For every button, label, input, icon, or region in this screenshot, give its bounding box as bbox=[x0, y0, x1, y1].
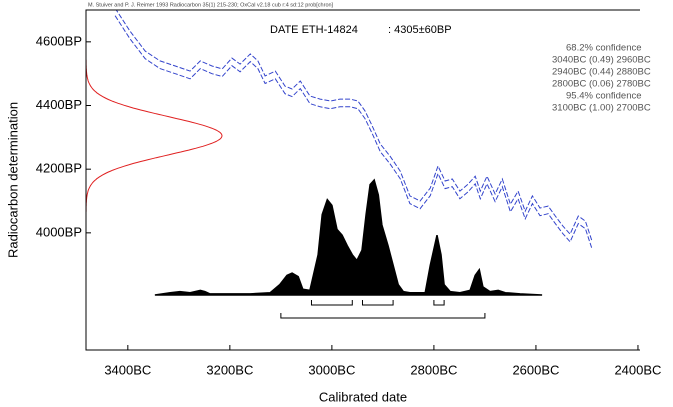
confidence-range-label: 3100BC (1.00) 2700BC bbox=[552, 103, 651, 114]
y-tick-label: 4600BP bbox=[36, 33, 82, 48]
y-tick-label: 4000BP bbox=[36, 224, 82, 239]
confidence-range bbox=[433, 300, 445, 306]
calibration-curve bbox=[115, 10, 593, 242]
chart-title: DATE ETH-14824 bbox=[270, 24, 358, 36]
confidence-range-label: 2800BC (0.06) 2780BC bbox=[552, 79, 651, 90]
x-axis-title: Calibrated date bbox=[319, 389, 407, 404]
confidence-range bbox=[280, 313, 486, 319]
confidence-range-label: 3040BC (0.49) 2960BC bbox=[552, 55, 651, 66]
x-tick-label: 3200BC bbox=[206, 362, 253, 377]
confidence-range-label: 2940BC (0.44) 2880BC bbox=[552, 67, 651, 78]
confidence-range bbox=[310, 300, 353, 306]
plot-area bbox=[86, 10, 593, 296]
confidence-range bbox=[361, 300, 394, 306]
probability-distribution bbox=[154, 178, 543, 296]
x-tick-label: 2400BC bbox=[614, 362, 661, 377]
x-tick-label: 2600BC bbox=[512, 362, 559, 377]
measurement-curve bbox=[86, 59, 223, 213]
calibration-curve bbox=[114, 15, 593, 249]
header-note: M. Stuiver and P. J. Reimer 1993 Radioca… bbox=[88, 2, 334, 8]
axes-frame bbox=[85, 9, 640, 351]
y-axis-title: Radiocarbon determination bbox=[5, 102, 20, 258]
x-tick-label: 2800BC bbox=[410, 362, 457, 377]
y-tick-label: 4200BP bbox=[36, 161, 82, 176]
y-tick-label: 4400BP bbox=[36, 97, 82, 112]
confidence-heading: 95.4% confidence bbox=[566, 91, 642, 102]
x-tick-label: 3000BC bbox=[308, 362, 355, 377]
x-tick-label: 3400BC bbox=[104, 362, 151, 377]
confidence-heading: 68.2% confidence bbox=[566, 43, 642, 54]
chart-subtitle: : 4305±60BP bbox=[388, 24, 452, 36]
